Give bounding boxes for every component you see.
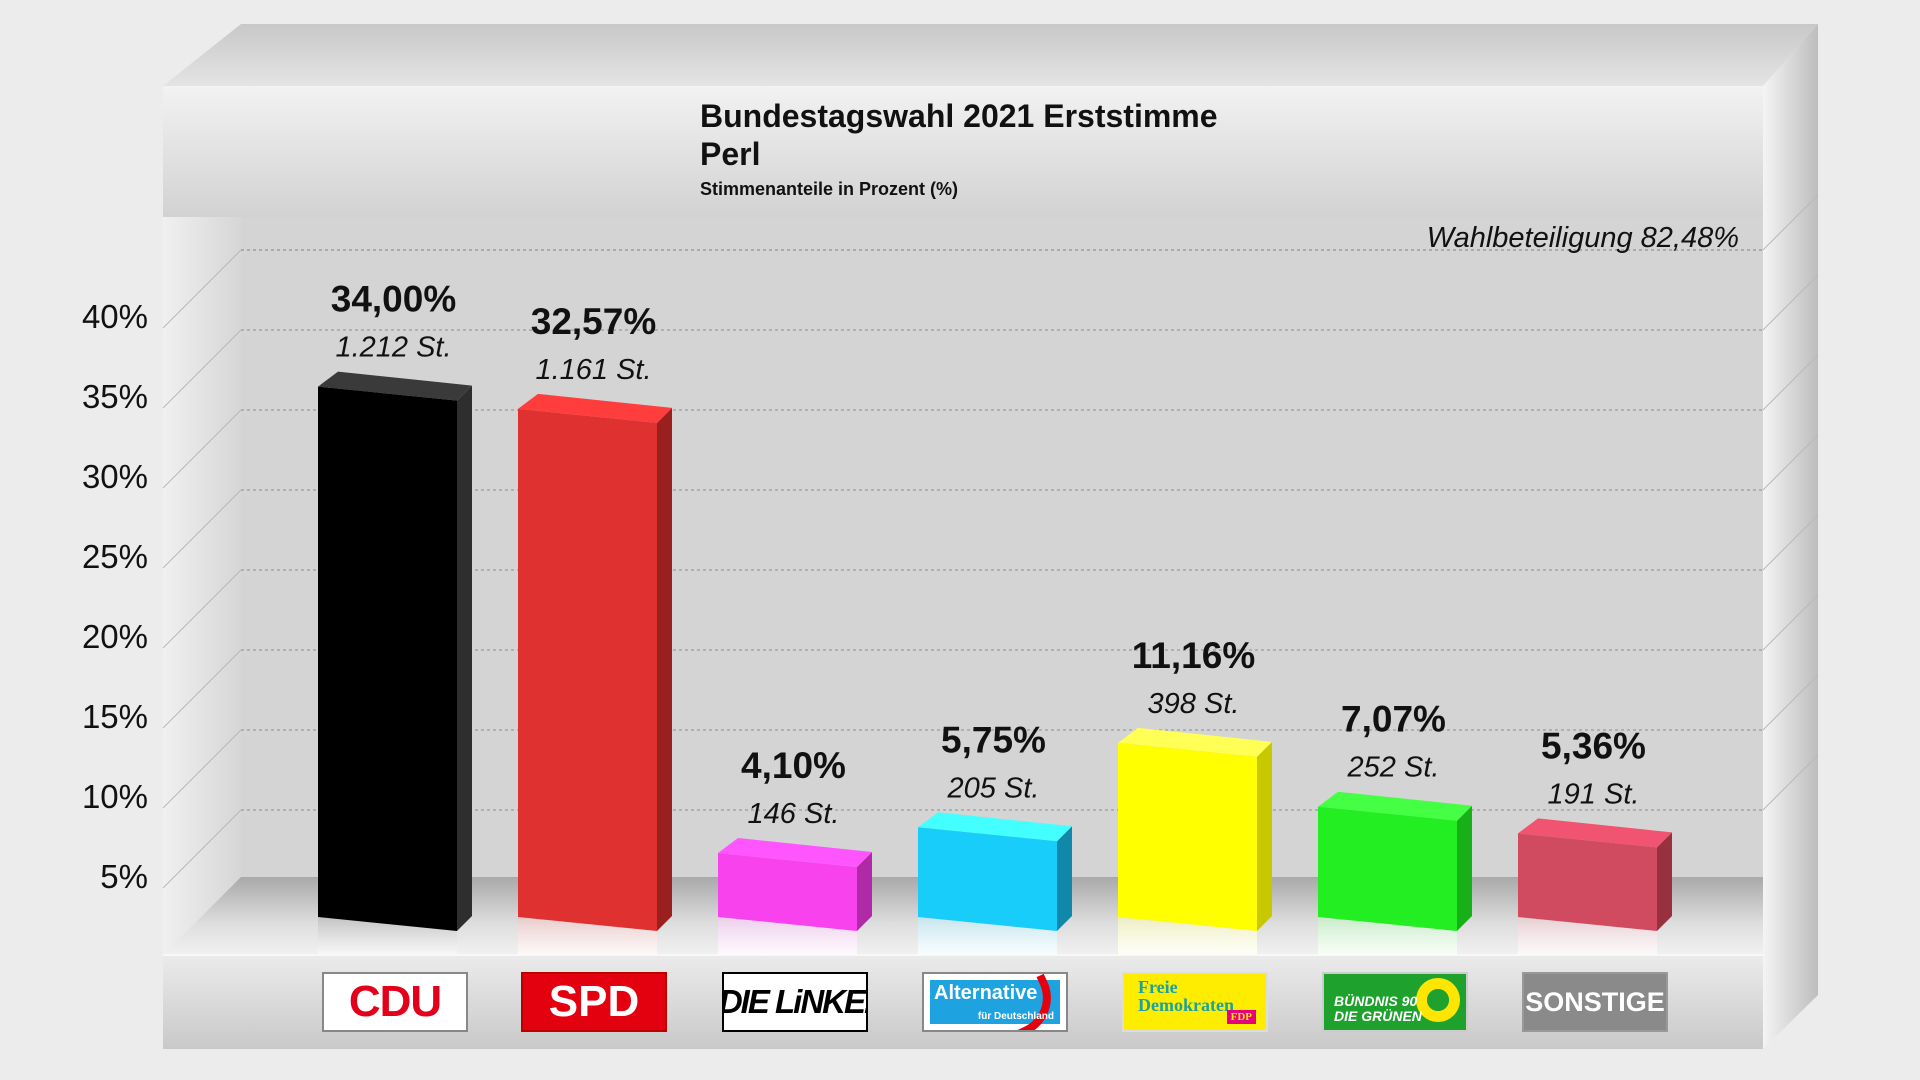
frame-top-face xyxy=(163,24,1818,86)
bar-fdp xyxy=(1118,742,1257,931)
logo-linke-text: DIE LiNKE. xyxy=(722,983,868,1020)
votes-label: 191 St. xyxy=(1548,778,1640,810)
y-tick-label: 20% xyxy=(82,618,148,655)
logo-cdu-text: CDU xyxy=(348,977,442,1026)
bar-cdu xyxy=(318,386,457,932)
bar-afd xyxy=(918,827,1057,931)
logo-spd: SPD xyxy=(521,972,667,1032)
y-tick-label: 5% xyxy=(100,858,148,895)
value-label: 34,00% xyxy=(331,279,457,320)
gridline-right-wall xyxy=(1762,194,1819,251)
bar-side xyxy=(657,407,672,932)
y-tick-label: 10% xyxy=(82,778,148,815)
value-label: 11,16% xyxy=(1132,635,1255,676)
bar-side xyxy=(1657,832,1672,931)
value-label: 32,57% xyxy=(531,301,657,342)
chart-location: Perl xyxy=(700,136,761,172)
gridline-left-wall xyxy=(162,489,242,569)
logo-fdp-text: Freie Demokraten xyxy=(1138,977,1234,1015)
bar-side xyxy=(1457,805,1472,931)
gridline-left-wall xyxy=(162,729,242,809)
chart-title: Bundestagswahl 2021 Erststimme xyxy=(700,98,1218,134)
logo-sonstige: SONSTIGE xyxy=(1522,972,1668,1032)
bar-reflection-fade xyxy=(518,917,657,955)
votes-label: 398 St. xyxy=(1148,688,1240,720)
logo-spd-text: SPD xyxy=(548,977,640,1026)
gridline-left-wall xyxy=(162,249,242,329)
title-band xyxy=(163,86,1763,217)
gridline-right-wall xyxy=(1762,754,1819,811)
votes-label: 1.212 St. xyxy=(335,332,451,364)
logo-linke: DIE LiNKE. xyxy=(722,972,868,1032)
bar-side xyxy=(1257,741,1272,931)
bar-reflection-fade xyxy=(918,917,1057,955)
gridline-left-wall xyxy=(162,409,242,489)
bar-top xyxy=(1118,727,1272,757)
value-label: 7,07% xyxy=(1341,699,1446,740)
bar-top xyxy=(518,393,672,423)
votes-label: 146 St. xyxy=(748,798,840,830)
gridline-right-wall xyxy=(1762,354,1819,411)
logo-gruene-text-1: BÜNDNIS 90 xyxy=(1334,993,1418,1009)
value-label: 5,75% xyxy=(941,719,1046,760)
gridline-right-wall xyxy=(1762,594,1819,651)
bar-reflection-fade xyxy=(1118,917,1257,955)
gridline-right-wall xyxy=(1762,274,1819,331)
logo-fdp-badge: FDP xyxy=(1226,1010,1256,1024)
logo-fdp: Freie Demokraten FDP xyxy=(1122,972,1268,1032)
value-label: 5,36% xyxy=(1541,725,1646,766)
gridline-right-wall xyxy=(1762,514,1819,571)
bar-reflection-fade xyxy=(1318,917,1457,955)
y-tick-label: 35% xyxy=(82,378,148,415)
y-tick-label: 15% xyxy=(82,698,148,735)
logo-afd-text: Alternative xyxy=(934,982,1038,1004)
turnout-label: Wahlbeteiligung 82,48% xyxy=(1426,222,1739,254)
bar-top xyxy=(918,812,1072,842)
votes-label: 1.161 St. xyxy=(535,354,651,386)
logo-afd-subtext: für Deutschland xyxy=(977,1011,1054,1022)
logo-sonstige-text: SONSTIGE xyxy=(1525,986,1665,1017)
logo-gruene: BÜNDNIS 90 DIE GRÜNEN xyxy=(1322,972,1468,1032)
y-tick-label: 30% xyxy=(82,458,148,495)
bar-top xyxy=(318,371,472,401)
bar-reflection-fade xyxy=(318,917,457,955)
left-wall xyxy=(163,217,241,955)
bar-top xyxy=(718,838,872,868)
bar-die-linke xyxy=(718,853,857,931)
y-tick-label: 25% xyxy=(82,538,148,575)
bar-side xyxy=(857,852,872,931)
gridline-left-wall xyxy=(162,569,242,649)
bar-side xyxy=(1057,826,1072,931)
frame-right-face xyxy=(1763,24,1818,1049)
back-wall xyxy=(241,217,1763,877)
gridline-right-wall xyxy=(1762,674,1819,731)
gridline-left-wall xyxy=(162,329,242,409)
bar-side xyxy=(457,385,472,932)
logo-cdu: CDU xyxy=(322,972,468,1032)
gridline-left-wall xyxy=(162,649,242,729)
bar-reflection-fade xyxy=(718,917,857,955)
gridline-left-wall xyxy=(162,809,242,889)
bar-top xyxy=(1518,818,1672,848)
y-tick-label: 40% xyxy=(82,298,148,335)
bar-spd xyxy=(518,408,657,932)
bar-sonstige xyxy=(1518,833,1657,931)
gridline-right-wall xyxy=(1762,434,1819,491)
votes-label: 252 St. xyxy=(1347,752,1440,784)
bar-grüne xyxy=(1318,806,1457,931)
sunflower-icon xyxy=(1416,978,1460,1022)
votes-label: 205 St. xyxy=(947,772,1040,804)
bar-top xyxy=(1318,791,1472,821)
logo-afd: Alternative für Deutschland xyxy=(922,972,1068,1032)
value-label: 4,10% xyxy=(741,745,846,786)
chart-subtitle: Stimmenanteile in Prozent (%) xyxy=(700,179,959,199)
bar-reflection-fade xyxy=(1518,917,1657,955)
logo-gruene-text-2: DIE GRÜNEN xyxy=(1334,1008,1422,1024)
